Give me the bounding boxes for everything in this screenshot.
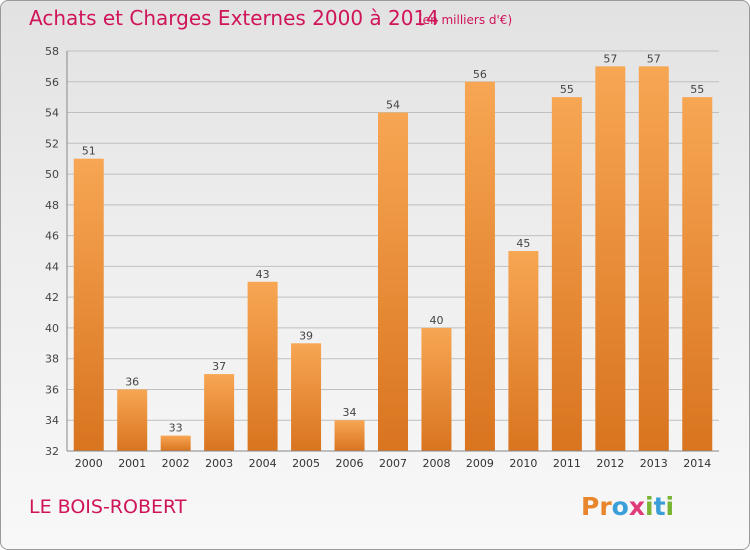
x-tick-label: 2012 [596,457,624,470]
x-tick-label: 2010 [509,457,537,470]
y-tick-label: 48 [45,199,59,212]
logo-letter: r [599,492,612,521]
data-label: 51 [82,145,96,158]
bar-2006 [334,420,365,451]
y-tick-label: 38 [45,353,59,366]
data-label: 54 [386,99,400,112]
bar-2011 [551,97,582,452]
x-tick-label: 2009 [466,457,494,470]
y-tick-label: 42 [45,291,59,304]
data-label: 57 [603,52,617,65]
bar-2013 [638,66,669,451]
y-tick-label: 46 [45,230,59,243]
data-label: 56 [473,68,487,81]
logo-letter: t [653,492,666,521]
data-label: 43 [256,268,270,281]
x-tick-label: 2001 [118,457,146,470]
proxiti-logo[interactable]: Proxiti [581,492,674,521]
data-label: 40 [429,314,443,327]
data-label: 33 [169,422,183,435]
y-tick-label: 44 [45,260,59,273]
data-label: 36 [125,375,139,388]
chart-title: Achats et Charges Externes 2000 à 2014 [29,6,439,30]
bar-2012 [595,66,626,451]
logo-letter: x [628,492,645,521]
y-tick-label: 54 [45,107,59,120]
x-tick-label: 2008 [422,457,450,470]
data-label: 34 [343,406,357,419]
bar-2010 [508,251,539,451]
data-label: 37 [212,360,226,373]
chart-unit: (en milliers d'€) [418,13,513,27]
y-tick-label: 58 [45,45,59,58]
y-tick-label: 36 [45,383,59,396]
bar-2001 [117,389,148,451]
data-label: 45 [516,237,530,250]
data-label: 55 [690,83,704,96]
x-tick-label: 2014 [683,457,711,470]
axes: 32 34 36 38 40 42 44 46 48 50 52 54 56 58 2000 2001 2002… [45,45,719,470]
bars [73,66,713,452]
bar-2002 [160,435,191,451]
data-label: 39 [299,329,313,342]
y-tick-label: 52 [45,137,59,150]
x-tick-label: 2004 [249,457,277,470]
logo-letter: o [611,492,629,521]
bar-2014 [682,97,713,452]
logo-letter: i [645,492,654,521]
x-tick-label: 2005 [292,457,320,470]
x-tick-label: 2011 [553,457,581,470]
commune-name: LE BOIS-ROBERT [29,496,187,518]
bar-2004 [247,281,278,451]
x-tick-label: 2013 [640,457,668,470]
bar-2008 [421,327,452,451]
data-label: 57 [647,52,661,65]
y-tick-label: 34 [45,414,59,427]
data-label: 55 [560,83,574,96]
data-labels: 51 36 33 37 43 39 34 54 40 56 45 55 57 57 55 [82,52,705,434]
x-tick-label: 2006 [336,457,364,470]
logo-letter: P [581,492,600,521]
y-tick-label: 32 [45,445,59,458]
y-tick-label: 56 [45,76,59,89]
bar-2005 [291,343,322,451]
logo-letter: i [665,492,675,521]
bar-2000 [73,158,104,451]
bar-2003 [204,374,235,451]
x-tick-label: 2002 [162,457,190,470]
bar-2009 [464,81,495,452]
bar-2007 [378,112,408,452]
y-tick-label: 50 [45,168,59,181]
y-tick-label: 40 [45,322,59,335]
x-tick-label: 2003 [205,457,233,470]
x-tick-label: 2007 [379,457,407,470]
x-tick-label: 2000 [75,457,103,470]
